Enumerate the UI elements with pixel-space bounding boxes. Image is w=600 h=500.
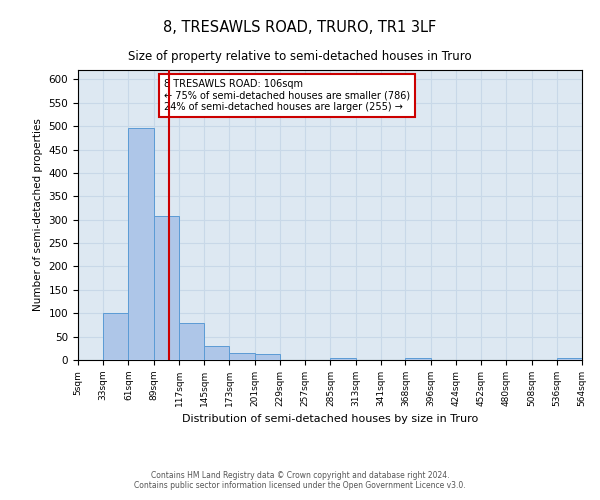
Bar [557, 358, 582, 360]
Bar [179, 322, 204, 360]
Bar [405, 358, 431, 360]
Text: Contains HM Land Registry data © Crown copyright and database right 2024.
Contai: Contains HM Land Registry data © Crown c… [134, 470, 466, 490]
Bar [128, 128, 154, 360]
Bar [229, 353, 255, 360]
Bar [154, 216, 179, 360]
Text: 8, TRESAWLS ROAD, TRURO, TR1 3LF: 8, TRESAWLS ROAD, TRURO, TR1 3LF [163, 20, 437, 35]
Bar [204, 346, 229, 360]
Bar [331, 358, 356, 360]
Bar [255, 354, 280, 360]
X-axis label: Distribution of semi-detached houses by size in Truro: Distribution of semi-detached houses by … [182, 414, 478, 424]
Y-axis label: Number of semi-detached properties: Number of semi-detached properties [33, 118, 43, 312]
Text: Size of property relative to semi-detached houses in Truro: Size of property relative to semi-detach… [128, 50, 472, 63]
Bar [103, 313, 128, 360]
Text: 8 TRESAWLS ROAD: 106sqm
← 75% of semi-detached houses are smaller (786)
24% of s: 8 TRESAWLS ROAD: 106sqm ← 75% of semi-de… [164, 78, 410, 112]
